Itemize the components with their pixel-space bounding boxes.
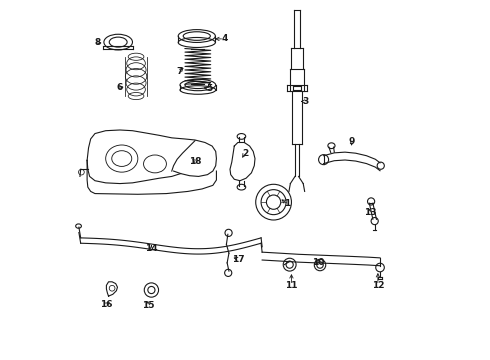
Text: 16: 16 <box>100 300 113 309</box>
Text: 1: 1 <box>284 199 290 208</box>
Text: 18: 18 <box>190 157 202 166</box>
Text: 9: 9 <box>349 137 355 146</box>
Text: 2: 2 <box>242 149 248 158</box>
Text: 8: 8 <box>95 38 101 47</box>
Text: 11: 11 <box>285 281 298 290</box>
Text: 7: 7 <box>177 67 183 76</box>
Text: 13: 13 <box>364 208 376 217</box>
Text: 17: 17 <box>232 255 245 264</box>
Text: 14: 14 <box>145 244 158 253</box>
Text: 10: 10 <box>312 258 324 267</box>
Text: 12: 12 <box>371 281 384 290</box>
Text: 5: 5 <box>206 84 212 93</box>
Text: 6: 6 <box>116 83 122 92</box>
Text: 3: 3 <box>302 97 308 106</box>
Text: 15: 15 <box>142 301 154 310</box>
Text: 4: 4 <box>221 35 227 44</box>
